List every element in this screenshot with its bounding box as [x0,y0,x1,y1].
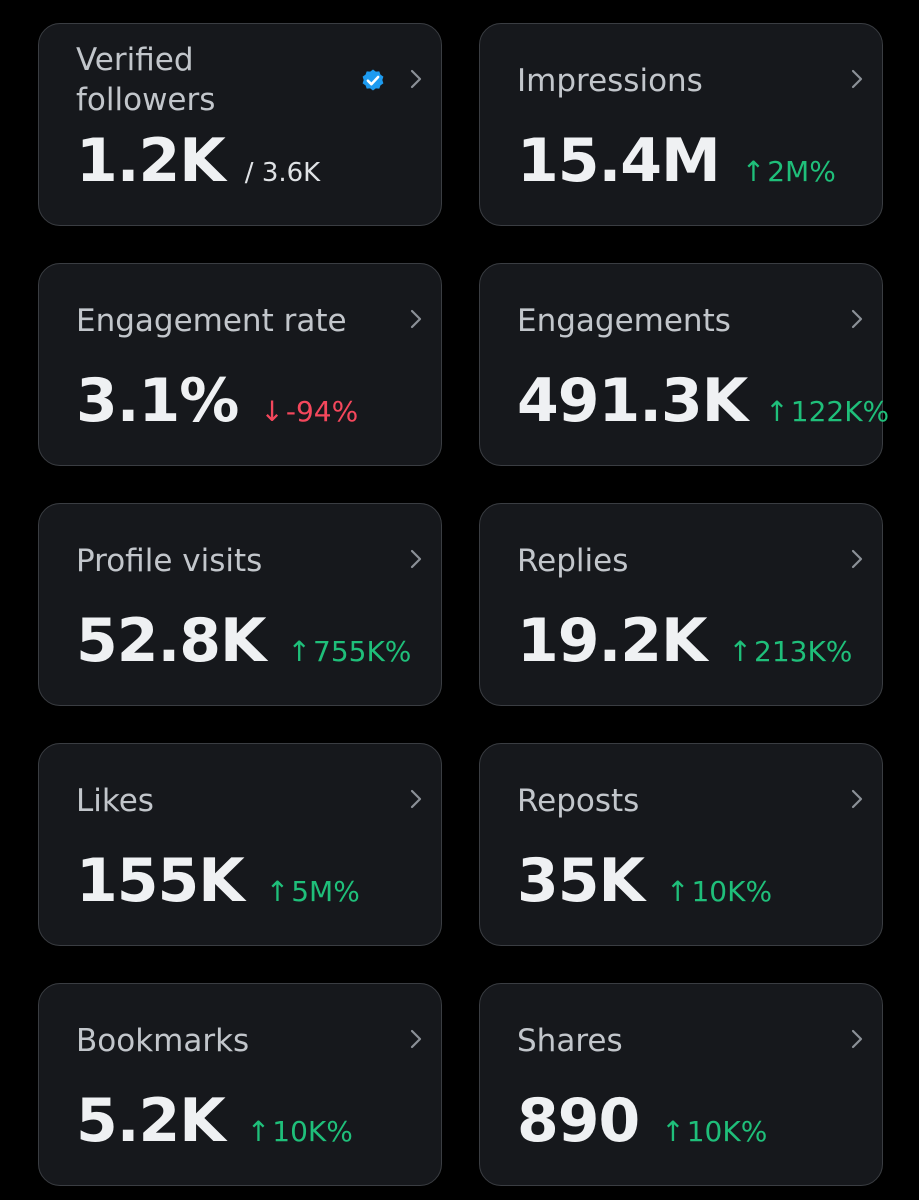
card-verified-followers[interactable]: Verified followers 1.2K / 3.6K [38,23,442,226]
metric-value: 15.4M [517,126,721,196]
card-impressions[interactable]: Impressions 15.4M ↑ 2M% [479,23,883,226]
metric-row: 3.1% ↓ -94% [76,366,358,436]
card-title: Engagement rate [76,303,347,339]
metric-value: 3.1% [76,366,239,436]
metric-row: 52.8K ↑ 755K% [76,606,411,676]
arrow-up-icon: ↑ [765,395,789,428]
card-shares[interactable]: Shares 890 ↑ 10K% [479,983,883,1186]
metric-delta: ↑ 10K% [247,1115,353,1148]
analytics-card-grid: Verified followers 1.2K / 3.6K Impressio… [38,23,889,1186]
metric-total: / 3.6K [244,158,321,188]
verified-badge-icon [362,69,384,91]
metric-row: 890 ↑ 10K% [517,1086,767,1156]
metric-row: 5.2K ↑ 10K% [76,1086,353,1156]
metric-value: 890 [517,1086,640,1156]
chevron-right-icon [410,549,422,569]
metric-value: 1.2K [76,126,226,196]
delta-text: 5M% [291,875,360,908]
delta-text: 755K% [313,635,412,668]
metric-value: 5.2K [76,1086,226,1156]
arrow-up-icon: ↑ [287,635,311,668]
metric-value: 52.8K [76,606,267,676]
metric-row: 15.4M ↑ 2M% [517,126,836,196]
card-bookmarks[interactable]: Bookmarks 5.2K ↑ 10K% [38,983,442,1186]
metric-delta: ↑ 10K% [666,875,772,908]
delta-text: 213K% [754,635,853,668]
metric-delta: ↑ 122K% [765,395,889,428]
arrow-up-icon: ↑ [265,875,290,908]
card-title: Reposts [517,783,640,819]
arrow-up-icon: ↑ [666,875,690,908]
card-title: Profile visits [76,543,263,579]
metric-row: 35K ↑ 10K% [517,846,772,916]
metric-delta: ↑ 5M% [266,875,360,908]
metric-delta: ↓ -94% [260,395,358,428]
metric-delta: ↑ 213K% [729,635,853,668]
delta-text: 10K% [686,1115,768,1148]
chevron-right-icon [410,789,422,809]
chevron-right-icon [851,309,863,329]
delta-text: 2M% [767,155,836,188]
metric-value: 491.3K [517,366,748,436]
chevron-right-icon [851,549,863,569]
metric-row: 1.2K / 3.6K [76,126,320,196]
metric-value: 155K [76,846,245,916]
card-likes[interactable]: Likes 155K ↑ 5M% [38,743,442,946]
chevron-right-icon [851,69,863,89]
metric-delta: ↑ 2M% [742,155,836,188]
card-title: Replies [517,543,629,579]
metric-value: 35K [517,846,645,916]
arrow-up-icon: ↑ [246,1115,271,1148]
metric-row: 19.2K ↑ 213K% [517,606,852,676]
delta-text: 10K% [272,1115,353,1148]
metric-value: 19.2K [517,606,708,676]
card-engagements[interactable]: Engagements 491.3K ↑ 122K% [479,263,889,466]
chevron-right-icon [851,1029,863,1049]
chevron-right-icon [410,309,422,329]
arrow-up-icon: ↑ [741,155,766,188]
card-reposts[interactable]: Reposts 35K ↑ 10K% [479,743,883,946]
metric-row: 491.3K ↑ 122K% [517,366,889,436]
metric-delta: ↑ 10K% [661,1115,767,1148]
arrow-up-icon: ↑ [661,1115,685,1148]
arrow-down-icon: ↓ [260,395,284,428]
delta-text: 10K% [691,875,773,908]
delta-text: 122K% [790,395,890,428]
card-title: Impressions [517,63,703,99]
card-title: Verified followers [76,42,216,118]
delta-text: -94% [285,395,359,428]
card-profile-visits[interactable]: Profile visits 52.8K ↑ 755K% [38,503,442,706]
chevron-right-icon [410,69,422,89]
arrow-up-icon: ↑ [728,635,752,668]
metric-row: 155K ↑ 5M% [76,846,360,916]
card-title: Likes [76,783,154,819]
card-title: Engagements [517,303,731,339]
card-title: Bookmarks [76,1023,250,1059]
card-replies[interactable]: Replies 19.2K ↑ 213K% [479,503,883,706]
metric-delta: ↑ 755K% [288,635,412,668]
card-title: Shares [517,1023,623,1059]
chevron-right-icon [851,789,863,809]
chevron-right-icon [410,1029,422,1049]
card-engagement-rate[interactable]: Engagement rate 3.1% ↓ -94% [38,263,442,466]
